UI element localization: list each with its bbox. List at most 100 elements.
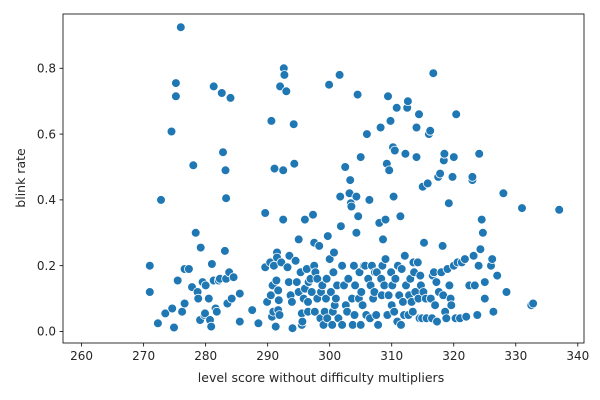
data-point <box>317 280 328 291</box>
data-point <box>396 264 407 274</box>
data-point <box>260 208 271 218</box>
data-point <box>172 275 183 286</box>
data-point <box>451 109 462 120</box>
data-point <box>266 116 277 126</box>
data-point <box>357 300 368 311</box>
data-point <box>278 165 289 176</box>
data-point <box>371 310 382 320</box>
data-point <box>200 308 210 319</box>
data-point <box>425 293 436 304</box>
data-point <box>328 267 339 278</box>
data-point <box>415 270 426 281</box>
data-point <box>322 313 333 324</box>
data-point <box>331 293 341 304</box>
data-point <box>371 267 382 278</box>
data-point <box>441 313 452 324</box>
data-point <box>476 214 487 225</box>
data-point <box>324 254 335 264</box>
data-point <box>281 86 292 97</box>
data-point <box>469 280 480 291</box>
x-tick-label: 260 <box>70 349 93 363</box>
data-point <box>321 293 331 304</box>
data-point <box>329 247 339 258</box>
data-point <box>439 149 450 159</box>
data-point <box>474 149 485 159</box>
data-point <box>351 191 362 202</box>
data-point <box>364 195 375 205</box>
data-point <box>343 273 354 284</box>
data-point <box>322 231 333 241</box>
data-point <box>354 267 365 278</box>
x-tick-label: 310 <box>380 349 403 363</box>
plot-frame <box>62 13 585 344</box>
y-tick-label: 0.4 <box>37 193 56 207</box>
data-point <box>273 285 284 296</box>
data-point <box>278 214 289 225</box>
data-point <box>401 280 411 291</box>
x-tick-label: 300 <box>318 349 341 363</box>
data-point <box>355 320 366 330</box>
data-point <box>479 277 490 287</box>
data-point <box>444 280 455 291</box>
data-point <box>380 214 391 225</box>
data-point <box>492 270 503 281</box>
data-point <box>447 172 458 182</box>
data-point <box>309 306 320 317</box>
data-point <box>479 293 490 304</box>
data-point <box>217 88 227 98</box>
data-point <box>384 165 395 176</box>
x-tick-label: 290 <box>256 349 279 363</box>
y-tick-label: 0.2 <box>37 259 56 273</box>
data-point <box>362 129 372 139</box>
x-tick-label: 340 <box>566 349 589 363</box>
x-tick-label: 280 <box>194 349 217 363</box>
data-point <box>460 254 470 264</box>
data-point <box>208 81 219 92</box>
data-point <box>383 91 393 102</box>
data-point <box>312 273 323 284</box>
data-point <box>145 260 155 271</box>
data-point <box>339 280 349 291</box>
data-point <box>425 126 436 136</box>
data-point <box>324 79 334 90</box>
y-axis-label: blink rate <box>13 148 28 208</box>
data-point <box>414 109 424 120</box>
data-point <box>472 310 483 320</box>
data-point <box>498 188 509 199</box>
data-point <box>349 260 359 271</box>
data-point <box>290 255 301 266</box>
data-point <box>179 298 190 309</box>
data-point <box>220 165 231 176</box>
data-point <box>167 303 178 314</box>
data-point <box>288 119 299 129</box>
data-point <box>347 320 358 330</box>
data-point <box>291 277 302 287</box>
x-tick-label: 320 <box>442 349 465 363</box>
data-point <box>177 306 187 317</box>
data-point <box>287 323 298 334</box>
data-point <box>184 264 194 274</box>
data-point <box>411 122 422 133</box>
data-point <box>473 260 484 271</box>
data-point <box>265 290 276 301</box>
data-point <box>355 152 366 162</box>
data-point <box>336 221 346 232</box>
data-point <box>437 241 448 251</box>
data-point <box>430 300 440 311</box>
data-point <box>253 318 264 329</box>
data-point <box>337 320 347 330</box>
data-point <box>314 241 325 251</box>
data-point <box>375 122 386 133</box>
data-point <box>419 237 429 248</box>
data-point <box>171 78 181 88</box>
data-point <box>303 297 313 307</box>
data-point <box>554 205 564 215</box>
data-point <box>204 293 214 304</box>
data-point <box>334 70 345 80</box>
data-point <box>206 321 217 332</box>
data-point <box>388 191 399 202</box>
data-point <box>190 228 201 238</box>
data-point <box>399 251 410 261</box>
data-point <box>389 145 400 156</box>
